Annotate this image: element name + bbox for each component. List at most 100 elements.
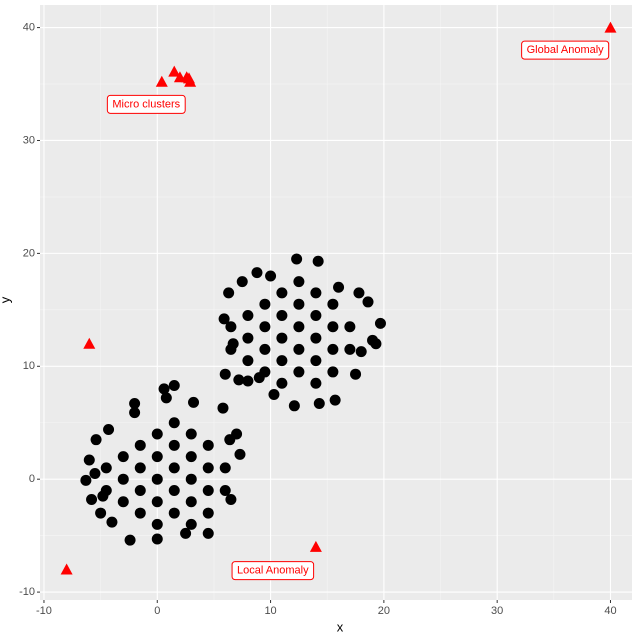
point xyxy=(168,484,180,496)
point xyxy=(355,346,367,358)
anomaly-point xyxy=(60,563,73,575)
point xyxy=(124,534,136,546)
point xyxy=(217,402,229,414)
point xyxy=(374,317,386,329)
y-tick-label: 40 xyxy=(23,21,35,33)
point xyxy=(134,484,146,496)
point xyxy=(185,473,197,485)
point xyxy=(202,507,214,519)
point xyxy=(242,309,254,321)
point xyxy=(151,518,163,530)
point xyxy=(86,494,98,506)
point xyxy=(233,374,245,386)
point xyxy=(276,377,288,389)
point xyxy=(310,309,322,321)
point xyxy=(242,375,254,387)
point xyxy=(151,533,163,545)
point xyxy=(259,321,271,333)
point xyxy=(218,313,230,325)
point xyxy=(234,448,246,460)
point xyxy=(95,507,107,519)
point xyxy=(253,372,265,384)
point xyxy=(367,334,379,346)
annotation: Micro clusters xyxy=(112,98,180,110)
point xyxy=(89,468,101,480)
point xyxy=(259,298,271,310)
point xyxy=(227,338,239,350)
point xyxy=(100,462,112,474)
point xyxy=(219,368,231,380)
point xyxy=(251,267,263,279)
point xyxy=(168,379,180,391)
point xyxy=(134,462,146,474)
point xyxy=(83,454,95,466)
point xyxy=(265,270,277,282)
point xyxy=(276,332,288,344)
y-tick-label: 20 xyxy=(23,247,35,259)
point xyxy=(231,428,243,440)
point xyxy=(288,400,300,412)
point xyxy=(276,309,288,321)
point xyxy=(276,287,288,299)
point xyxy=(293,343,305,355)
point xyxy=(151,428,163,440)
point xyxy=(97,490,109,502)
point xyxy=(362,296,374,308)
point xyxy=(313,398,325,410)
point xyxy=(188,396,200,408)
anomaly-point xyxy=(182,72,195,84)
point xyxy=(327,343,339,355)
point xyxy=(310,332,322,344)
point xyxy=(344,343,356,355)
anomaly-point xyxy=(309,540,322,552)
point xyxy=(327,321,339,333)
point xyxy=(353,287,365,299)
point xyxy=(202,484,214,496)
point xyxy=(310,377,322,389)
annotation: Global Anomaly xyxy=(527,44,605,56)
y-axis-label: y xyxy=(0,296,12,303)
annotation-box xyxy=(231,561,315,581)
point xyxy=(106,516,118,528)
point xyxy=(225,321,237,333)
point xyxy=(168,439,180,451)
point xyxy=(134,439,146,451)
point xyxy=(117,451,129,463)
x-tick-label: 30 xyxy=(491,605,503,617)
point xyxy=(219,462,231,474)
point xyxy=(242,355,254,367)
anomaly-point xyxy=(83,337,96,349)
point xyxy=(134,507,146,519)
y-tick-label: 10 xyxy=(23,360,35,372)
point xyxy=(202,462,214,474)
anomaly-point xyxy=(155,75,168,87)
point xyxy=(312,255,324,267)
point xyxy=(185,428,197,440)
point xyxy=(151,451,163,463)
point xyxy=(158,383,170,395)
point xyxy=(310,355,322,367)
point xyxy=(151,473,163,485)
point xyxy=(333,281,345,293)
point xyxy=(168,462,180,474)
point xyxy=(310,287,322,299)
point xyxy=(268,389,280,401)
x-tick-label: 10 xyxy=(264,605,276,617)
point xyxy=(329,394,341,406)
point xyxy=(103,424,115,436)
y-tick-label: -10 xyxy=(19,586,35,598)
point xyxy=(350,368,362,380)
point xyxy=(185,451,197,463)
point xyxy=(236,276,248,288)
point xyxy=(242,332,254,344)
point xyxy=(168,507,180,519)
point xyxy=(225,494,237,506)
x-axis-label: x xyxy=(337,619,344,632)
point xyxy=(291,253,303,265)
point xyxy=(202,439,214,451)
point xyxy=(129,407,141,419)
point xyxy=(185,518,197,530)
point xyxy=(185,496,197,508)
